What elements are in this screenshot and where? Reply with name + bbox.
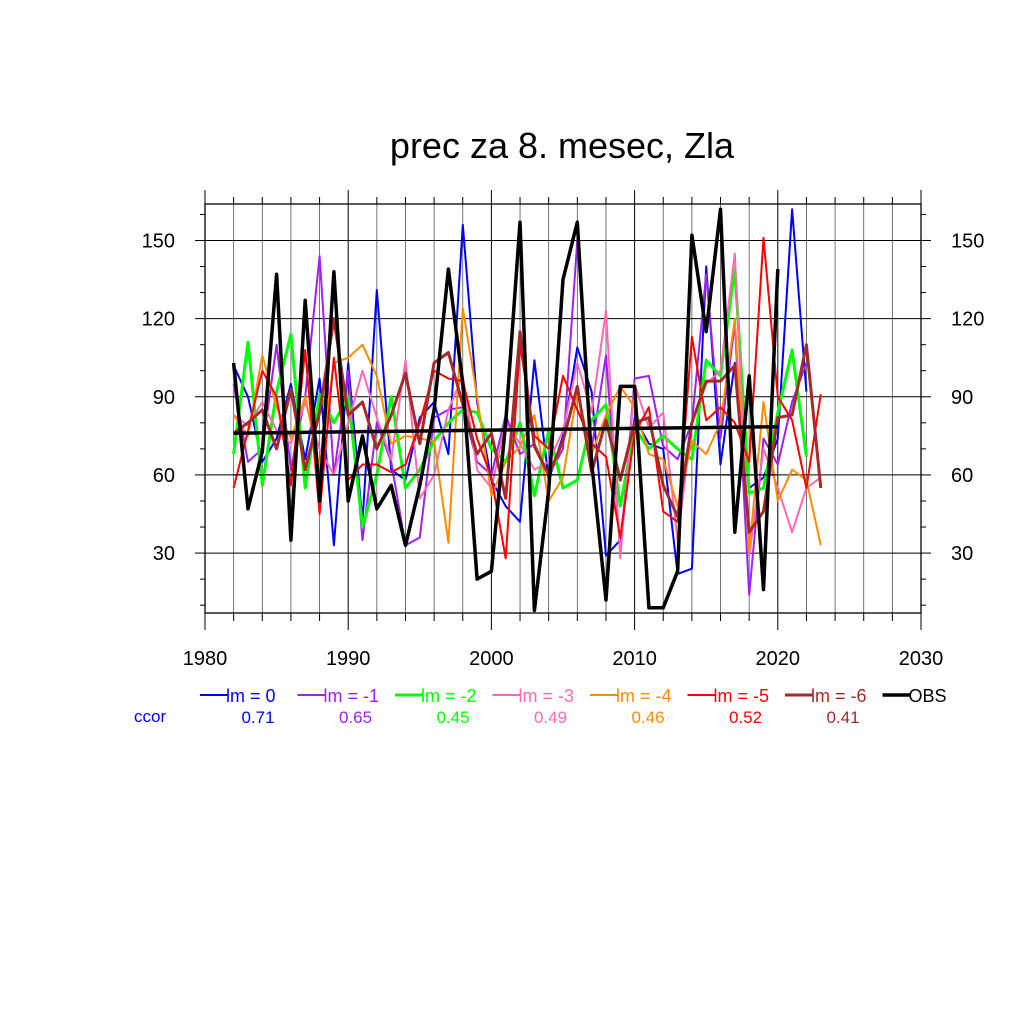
series-lines bbox=[231, 207, 823, 613]
y-tick-label-right: 150 bbox=[951, 230, 984, 252]
y-tick-label-left: 60 bbox=[153, 465, 175, 487]
legend: ccor lm = 0 0.71 lm = -1 0.65 lm = -2 0.45 lm =… bbox=[134, 686, 947, 727]
x-tick-label: 2000 bbox=[469, 648, 514, 670]
y-tick-label-left: 150 bbox=[142, 230, 175, 252]
legend-entry-lm-4: lm = -4 bbox=[616, 686, 672, 706]
y-tick-label-right: 30 bbox=[951, 543, 973, 565]
axes: 30 30 60 60 90 90 120 120 150 150 1980 1990 2000 2010… bbox=[142, 190, 984, 670]
y-tick-label-right: 90 bbox=[951, 387, 973, 409]
correlation-value: 0.45 bbox=[436, 708, 469, 727]
y-tick-label-left: 90 bbox=[153, 387, 175, 409]
y-tick-label-left: 30 bbox=[153, 543, 175, 565]
y-tick-label-left: 120 bbox=[142, 309, 175, 331]
y-tick-label-right: 120 bbox=[951, 309, 984, 331]
ccor-label: ccor bbox=[134, 707, 166, 726]
x-tick-label: 2020 bbox=[756, 648, 801, 670]
y-tick-label-right: 60 bbox=[951, 465, 973, 487]
x-tick-label: 1990 bbox=[326, 648, 371, 670]
chart-title: prec za 8. mesec, Zla bbox=[390, 125, 735, 166]
legend-entry-lm-1: lm = -1 bbox=[324, 686, 380, 706]
correlation-value: 0.46 bbox=[631, 708, 664, 727]
x-tick-label: 2030 bbox=[899, 648, 944, 670]
legend-entry-lm-6: lm = -6 bbox=[811, 686, 867, 706]
series-line-obs bbox=[231, 207, 780, 613]
correlation-value: 0.52 bbox=[729, 708, 762, 727]
x-tick-label: 1980 bbox=[183, 648, 228, 670]
legend-entry-obs: OBS bbox=[909, 686, 947, 706]
correlation-value: 0.71 bbox=[241, 708, 274, 727]
legend-entry-lm-3: lm = -3 bbox=[519, 686, 575, 706]
x-tick-label: 2010 bbox=[612, 648, 657, 670]
legend-entry-lm-0: lm = 0 bbox=[226, 686, 276, 706]
correlation-value: 0.41 bbox=[826, 708, 859, 727]
legend-entry-lm-2: lm = -2 bbox=[421, 686, 477, 706]
plot-frame bbox=[204, 203, 922, 614]
legend-entry-lm-5: lm = -5 bbox=[714, 686, 770, 706]
reference-line-8 bbox=[233, 424, 778, 435]
correlation-value: 0.49 bbox=[534, 708, 567, 727]
correlation-value: 0.65 bbox=[339, 708, 372, 727]
